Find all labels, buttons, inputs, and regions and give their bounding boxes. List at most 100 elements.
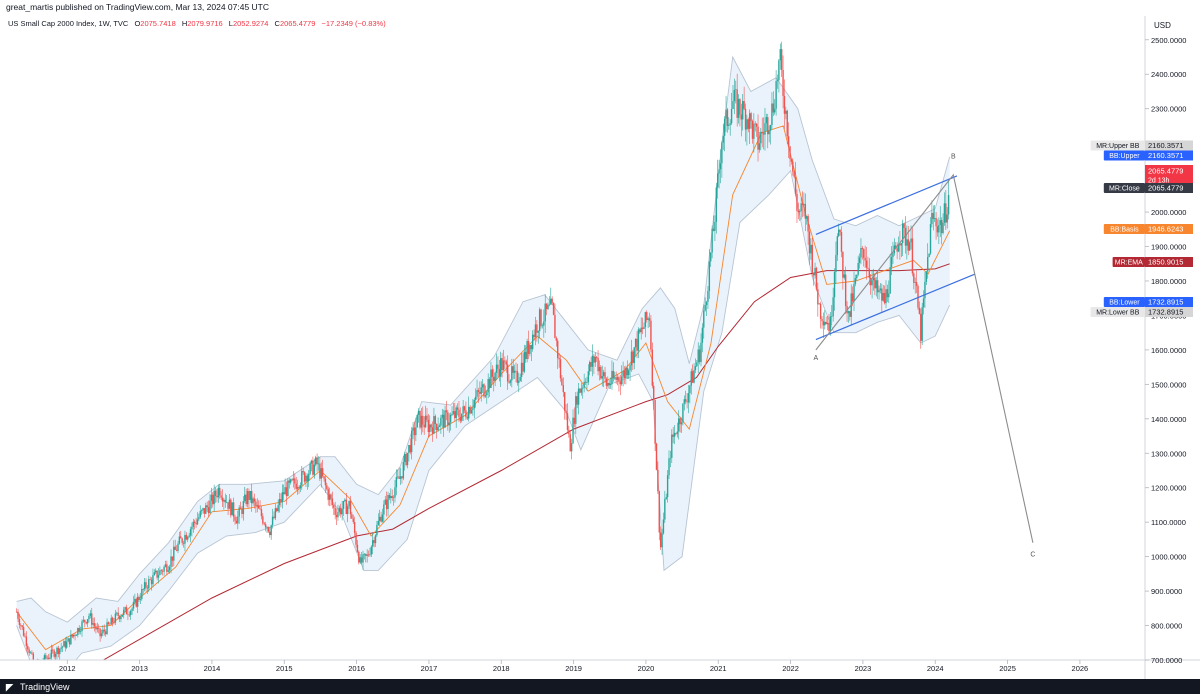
candle-body [207,507,210,514]
candle [109,622,111,625]
candle-body [621,376,623,385]
candle [387,491,389,516]
candle [518,372,520,393]
candle [696,359,698,368]
candle-body [77,628,79,635]
candle-body [876,280,879,293]
candle [378,509,381,526]
candle [822,312,825,338]
candle [921,302,923,346]
candle-body [223,499,225,502]
candle-body [369,554,371,556]
candle-body [405,454,407,466]
candle-body [743,101,745,109]
candle [583,373,585,393]
candle [863,248,865,267]
candle-body [419,410,421,428]
candle [540,308,542,329]
candle-body [931,212,933,225]
candle-body [543,321,545,326]
candle-body [684,399,687,402]
candle-body [922,298,925,308]
candle-body [430,424,432,428]
candle-body [783,96,786,114]
candle [420,407,423,435]
candle [459,407,462,424]
candle [842,251,844,290]
candle [118,615,121,623]
candle-body [470,409,473,414]
candle [164,560,167,568]
candle [659,526,662,551]
candle [874,273,876,296]
candle [523,344,526,374]
candle-body [921,307,923,341]
candle-body [779,49,781,61]
candle-body [778,60,780,81]
candle [548,296,551,307]
bar-countdown: 2d 13h [1148,178,1170,185]
candle-body [239,507,242,509]
candle-body [579,388,581,393]
candle-body [474,396,477,400]
candle [736,73,738,127]
candle-body [572,417,574,444]
candle-body [803,203,805,205]
candle [199,505,201,519]
x-tick-label: 2017 [421,664,438,673]
candle [283,484,285,501]
candle-body [410,430,413,453]
price-axis: 2500.00002400.00002300.00002200.00002100… [1145,36,1186,665]
candle-body [107,622,110,625]
price-label-name: BB:Lower [1109,300,1140,307]
candle [864,245,866,268]
candle [511,358,513,388]
candle-body [64,641,67,648]
candle [522,353,524,376]
candle-body [723,118,726,136]
candle [209,494,211,514]
candle-body [444,410,446,428]
tradingview-logo-icon[interactable]: ◤ [6,682,13,692]
candle [338,505,341,516]
candle [298,485,300,494]
candle [321,459,324,478]
candle [465,401,467,421]
candle [92,617,94,629]
candle-body [573,417,576,424]
candle [598,360,601,381]
candle-body [166,564,168,572]
x-tick-label: 2022 [782,664,799,673]
candle [91,607,93,629]
candle [193,519,196,530]
candle-body [774,108,776,113]
candle [309,461,311,476]
candle [832,287,834,322]
candle [804,193,807,231]
price-label-box [1145,257,1193,267]
candle-body [288,480,290,483]
candle [775,70,777,116]
candle [380,511,382,523]
candle-body [255,501,257,507]
candle [835,241,837,285]
candle-body [590,362,592,367]
candle [274,503,277,521]
channel-lower-line [815,273,976,341]
candle [148,575,150,593]
candle-body [831,316,833,317]
candle [739,98,741,127]
candle-body [758,143,761,150]
candle-body [849,311,851,317]
x-tick-label: 2013 [131,664,148,673]
candle [212,492,214,508]
candle-body [519,377,521,381]
candle [171,556,174,567]
candle [769,124,772,145]
candle-body [728,124,730,126]
candle [883,285,886,305]
candle [100,629,103,639]
candle-body [883,292,886,304]
candle-body [28,649,30,654]
